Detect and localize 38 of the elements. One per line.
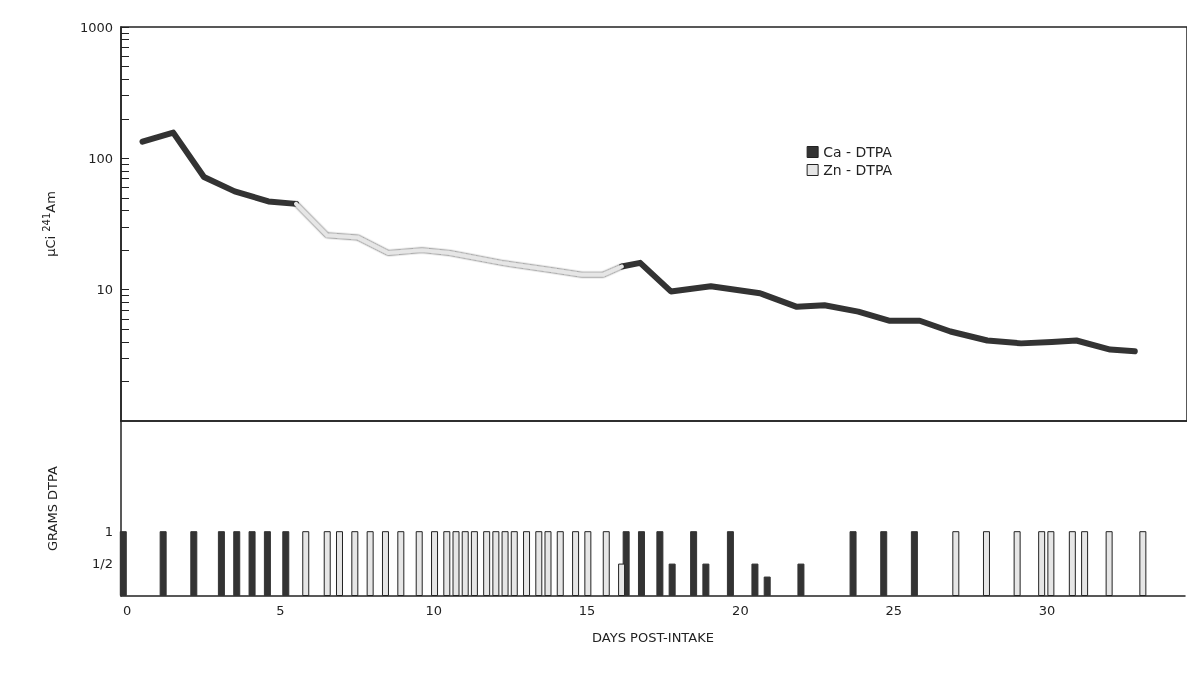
bar [190,531,198,596]
x-tick-label: 5 [276,603,285,618]
x-tick-label: 20 [732,603,749,618]
y-tick-label: 100 [88,150,113,166]
y-tick-label: 10 [96,282,113,298]
x-tick-label: 10 [425,603,443,618]
x-tick-label: 25 [885,603,902,618]
y-tick-label: 1 [104,523,113,539]
bar [233,531,241,596]
x-axis-title: DAYS POST-INTAKE [592,630,714,645]
bar [690,531,698,596]
bar [702,563,710,596]
legend-label: Zn - DTPA [823,162,893,178]
bar [282,531,290,596]
y-axis-title: μCi 241Am [40,191,58,257]
x-tick-label: 30 [1038,603,1056,618]
bar [263,531,271,596]
bar [751,563,759,596]
y-axis-title: GRAMS DTPA [45,465,60,551]
bar [763,576,771,596]
bar [637,531,645,596]
bar [248,531,256,596]
bar [656,531,664,596]
bar [119,531,127,596]
bar [726,531,734,596]
y-tick-label: 1000 [79,19,113,35]
bar [849,531,857,596]
bar [880,531,888,596]
bar [797,563,805,596]
bar [159,531,167,596]
line-series [294,201,624,277]
y-tick-label: 1/2 [92,556,113,572]
x-tick-label: 15 [578,603,596,618]
bar [668,563,676,596]
bar [217,531,225,596]
bar [910,531,918,596]
legend-label: Ca - DTPA [823,144,893,160]
x-tick-label: 0 [122,603,132,618]
